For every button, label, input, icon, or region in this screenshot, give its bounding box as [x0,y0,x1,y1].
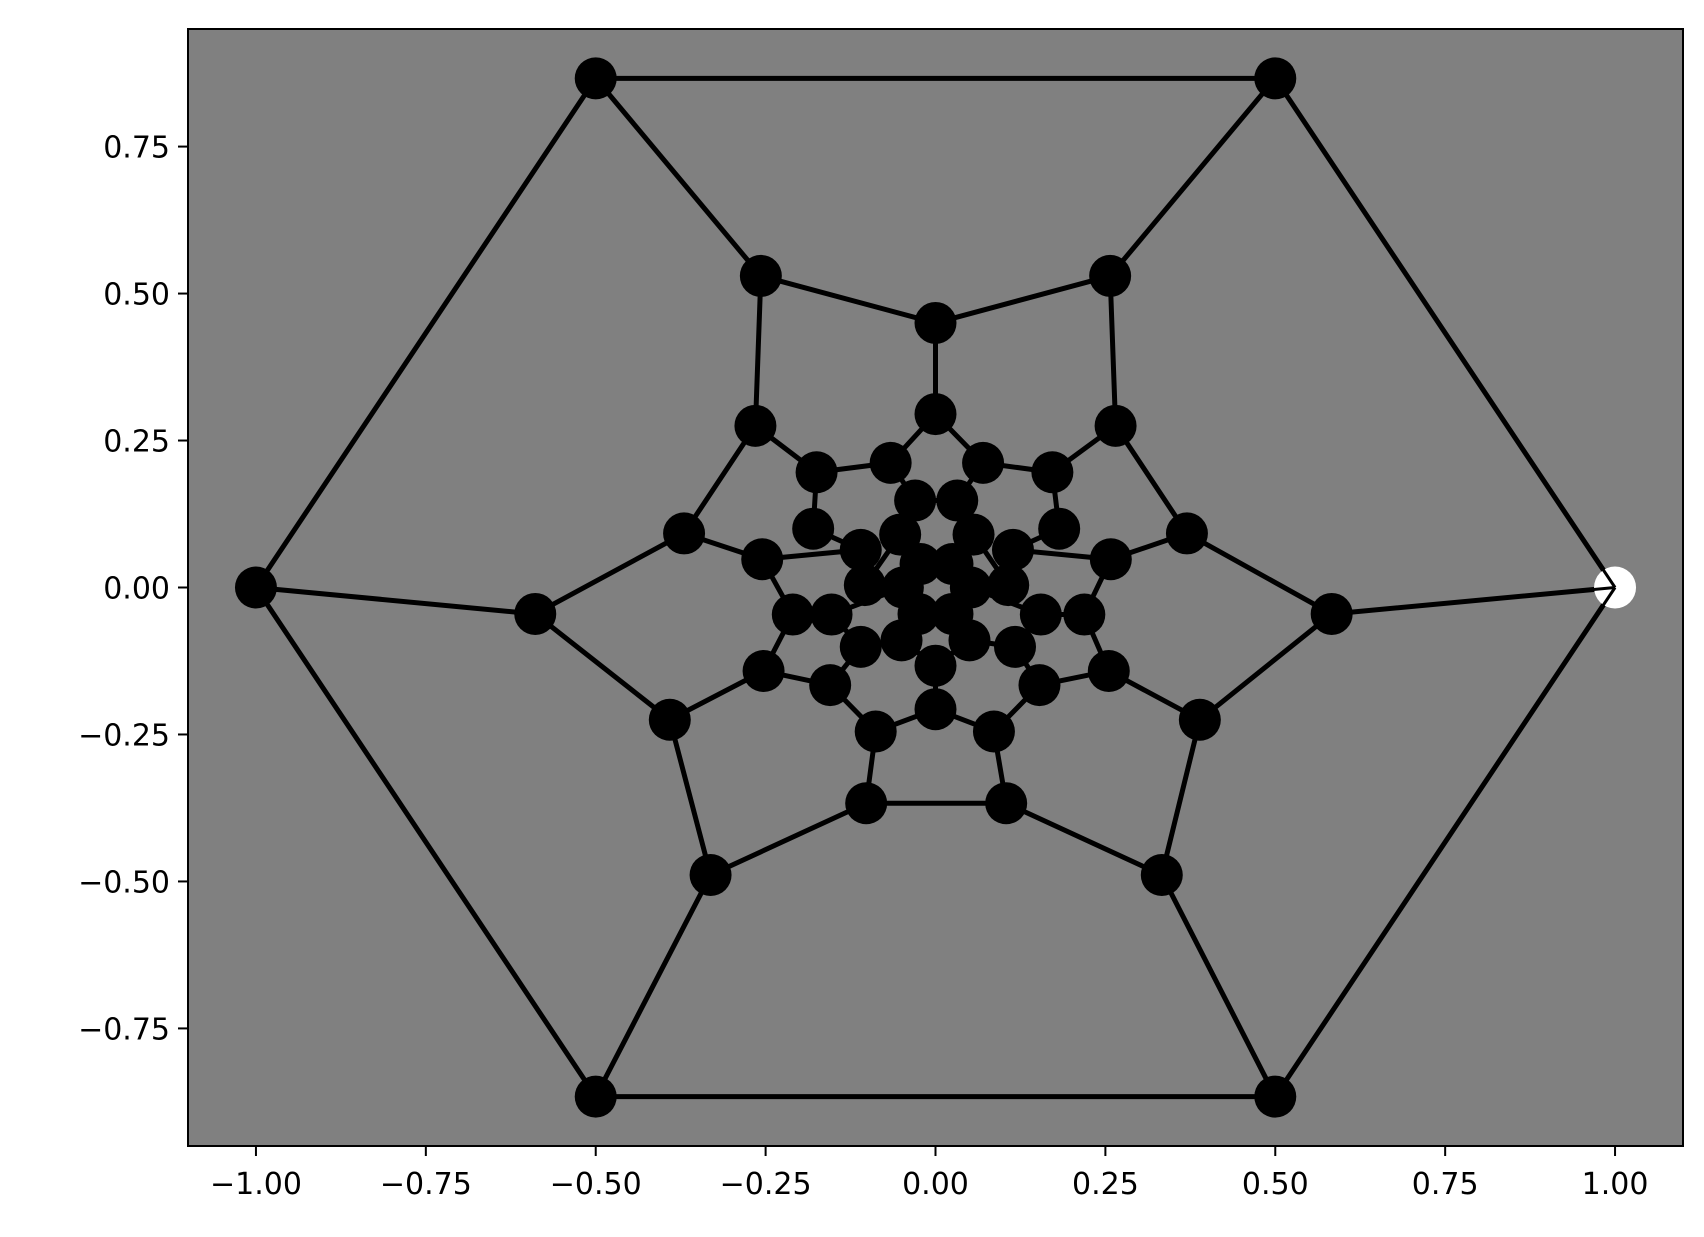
graph-node [991,528,1034,571]
graph-node [809,664,852,707]
graph-edge-20 [532,611,673,723]
graph-node [952,513,995,556]
graph-node [1063,593,1106,636]
graph-node [742,649,785,692]
y-axis: 0.75 0.50 0.25 0.00 −0.25 −0.50 −0.75 [78,131,188,1047]
graph-node [1019,593,1062,636]
graph-node [1031,451,1074,494]
graph-node [994,625,1037,668]
graph-node [1178,698,1221,741]
x-tick-label: 0.75 [1412,1167,1479,1202]
y-tick-label: 0.75 [103,131,170,166]
x-tick-label: 0.00 [902,1167,969,1202]
graph-node [514,592,557,635]
graph-node [1038,507,1081,550]
x-tick-label: 0.50 [1242,1167,1309,1202]
highlighted-edge-6 [1331,586,1616,616]
x-axis: −1.00 −0.75 −0.50 −0.25 0.00 0.25 0.50 0.75 1.00 [210,1146,1648,1202]
x-tick-label: 0.25 [1072,1167,1139,1202]
graph-node [795,451,838,494]
graph-node [914,688,957,731]
graph-node [1165,512,1208,555]
graph-node [734,404,777,447]
highlighted-edge-5 [1274,586,1617,1098]
graph-edge-24 [1003,800,1165,878]
plot-area [188,29,1683,1146]
highlighted-edge-0 [1274,77,1617,589]
x-tick-label: −0.25 [720,1167,812,1202]
graph-node [985,782,1028,825]
graph-node [879,513,922,556]
graph-edge-2 [253,75,599,590]
nodes [234,57,1637,1118]
graph-node [792,507,835,550]
graph-edge-26 [681,423,758,536]
graph-edge-18 [1197,611,1335,723]
graph-node [1140,853,1183,896]
graph-edge-15 [1107,273,1119,429]
graph-node [839,625,882,668]
graph-node [914,301,957,344]
x-tick-label: 1.00 [1582,1167,1649,1202]
graph-node [854,710,897,753]
graph-node [1089,254,1132,297]
graph-edge-19 [532,530,687,617]
y-tick-label: 0.50 [103,278,170,313]
graph-edge-17 [1184,530,1335,617]
graph-node [574,1075,617,1118]
graph-node [845,782,888,825]
graph-node [689,853,732,896]
graph-node [810,593,853,636]
graph-node [987,564,1030,607]
graph-node [869,441,912,484]
graph-edge-10 [593,872,714,1100]
y-tick-label: 0.25 [103,425,170,460]
graph-node [663,512,706,555]
graph-node [839,528,882,571]
graph-node [972,710,1015,753]
graph-node [1087,649,1130,692]
graph-node [574,57,617,100]
graph-edge-9 [253,585,538,617]
graph-node [962,441,1005,484]
graph-node [739,254,782,297]
x-tick-label: −0.75 [380,1167,472,1202]
graph-node [936,479,979,522]
x-tick-label: −0.50 [550,1167,642,1202]
y-tick-label: −0.75 [78,1012,170,1047]
y-tick-label: 0.00 [103,572,170,607]
graph-node [741,538,784,581]
graph-edge-23 [1159,717,1203,878]
graph-edge-3 [253,585,599,1100]
graph-node [648,698,691,741]
graph-node [931,592,974,635]
graph-node [1094,404,1137,447]
graph-edge-7 [1107,75,1278,279]
graph-edge-11 [1159,872,1278,1100]
graph-node [234,566,277,609]
graph-edge-8 [593,75,764,279]
graph-edge-12 [933,273,1113,326]
graph-edge-27 [1113,423,1190,536]
graph-node [843,564,886,607]
graph-node [1089,538,1132,581]
graph-node [897,592,940,635]
y-tick-label: −0.25 [78,718,170,753]
graph-edge-21 [667,717,714,878]
graph-edge-16 [752,273,764,429]
graph-node [914,393,957,436]
graph-node [894,479,937,522]
graph-node [1018,664,1061,707]
graph-edge-22 [708,800,869,878]
graph-node [914,644,957,687]
x-tick-label: −1.00 [210,1167,302,1202]
graph-node [771,593,814,636]
y-tick-label: −0.50 [78,865,170,900]
graph-edge-13 [758,273,938,326]
